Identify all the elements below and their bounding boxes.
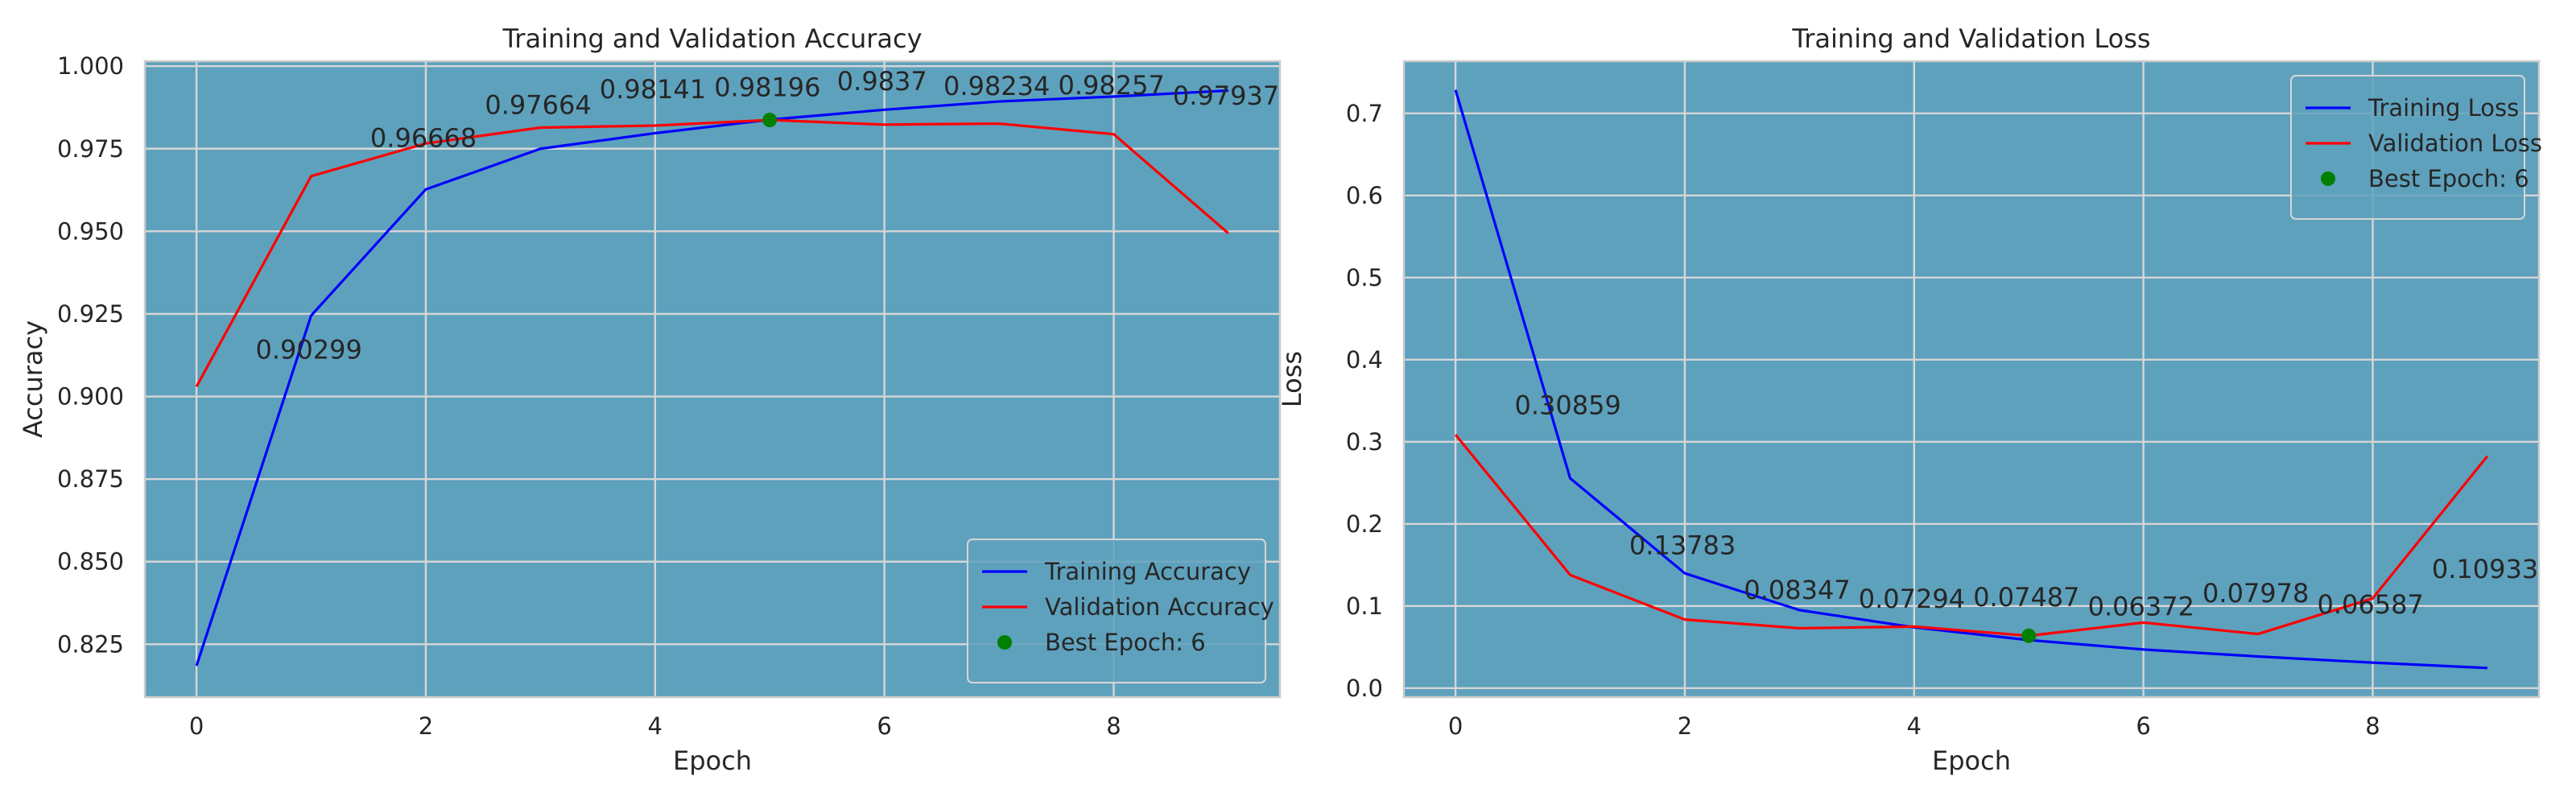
legend-training-label: Training Loss — [2368, 94, 2519, 122]
value-annotation: 0.07294 — [1859, 584, 1965, 614]
legend-best-epoch-marker — [2321, 171, 2335, 186]
y-tick-label: 0.5 — [1346, 264, 1383, 291]
x-tick-label: 2 — [1678, 712, 1692, 740]
plot-frame — [1402, 60, 2541, 699]
value-annotation: 0.97937 — [1173, 80, 1279, 111]
y-tick-label: 0.950 — [57, 217, 124, 245]
accuracy-chart: 0 2 4 6 8 0.825 0.850 0.875 0.900 0.925 0.950 0.975… — [18, 23, 1282, 776]
value-annotation: 0.08347 — [1744, 575, 1850, 605]
training-series-line — [1454, 89, 2487, 670]
validation-series-line — [1454, 433, 2489, 638]
training-series-line — [195, 89, 1228, 667]
value-annotation: 0.97664 — [485, 90, 591, 121]
value-annotation: 0.98196 — [714, 72, 820, 103]
best-epoch-point — [762, 113, 778, 128]
legend-validation-label: Validation Loss — [2368, 130, 2542, 157]
y-tick-label: 1.000 — [57, 52, 124, 80]
value-annotation: 0.98257 — [1058, 70, 1164, 101]
loss-chart: 0 2 4 6 8 0.0 0.1 0.2 0.3 0.4 0.5 0.6 0.7 Training an… — [1277, 23, 2542, 776]
x-tick-label: 4 — [648, 712, 663, 740]
value-annotation: 0.10933 — [2432, 554, 2538, 584]
chart-title: Training and Validation Loss — [1791, 23, 2150, 54]
x-tick-label: 0 — [1448, 712, 1463, 740]
y-tick-label: 0.3 — [1346, 428, 1383, 456]
y-tick-label: 0.825 — [57, 630, 124, 658]
value-annotation: 0.98141 — [600, 74, 706, 105]
y-tick-label: 0.875 — [57, 465, 124, 493]
value-annotation: 0.96668 — [370, 123, 477, 154]
y-tick-label: 0.900 — [57, 383, 124, 411]
plot-frame — [143, 60, 1282, 699]
y-axis-label: Accuracy — [18, 320, 48, 438]
y-tick-label: 0.6 — [1346, 182, 1383, 209]
x-tick-label: 2 — [419, 712, 433, 740]
y-axis-label: Loss — [1277, 351, 1307, 407]
value-annotation: 0.13783 — [1629, 530, 1736, 561]
legend: Training Loss Validation Loss Best Epoch: … — [2290, 75, 2542, 220]
x-axis-label: Epoch — [673, 745, 752, 776]
x-tick-label: 8 — [2365, 712, 2380, 740]
value-annotation: 0.90299 — [256, 334, 362, 365]
legend-box — [967, 539, 1266, 683]
value-annotation: 0.07487 — [1973, 582, 2079, 613]
y-tick-label: 0.2 — [1346, 510, 1383, 538]
plot-marks — [1454, 89, 2489, 670]
y-tick-label: 0.1 — [1346, 592, 1383, 620]
value-annotation: 0.07978 — [2202, 578, 2309, 609]
value-annotation: 0.30859 — [1515, 390, 1621, 421]
legend-training-label: Training Accuracy — [1044, 558, 1251, 585]
legend-best-epoch-label: Best Epoch: 6 — [1045, 629, 1206, 656]
x-tick-label: 4 — [1907, 712, 1922, 740]
x-axis-label: Epoch — [1932, 745, 2011, 776]
best-epoch-point — [2021, 628, 2037, 643]
value-annotation: 0.98234 — [943, 71, 1050, 101]
legend-box — [2290, 75, 2525, 220]
y-tick-label: 0.0 — [1346, 675, 1383, 702]
x-tick-label: 6 — [877, 712, 891, 740]
x-tick-label: 8 — [1106, 712, 1121, 740]
y-tick-label: 0.7 — [1346, 100, 1383, 127]
validation-series-line — [195, 118, 1229, 387]
x-tick-label: 0 — [189, 712, 204, 740]
legend-best-epoch-label: Best Epoch: 6 — [2368, 165, 2529, 192]
chart-title: Training and Validation Accuracy — [502, 23, 922, 54]
plot-marks — [195, 89, 1229, 667]
value-annotation: 0.9837 — [837, 66, 927, 97]
y-tick-label: 0.975 — [57, 135, 124, 163]
legend-best-epoch-marker — [997, 635, 1012, 650]
legend-validation-label: Validation Accuracy — [1045, 593, 1274, 621]
value-annotation: 0.06587 — [2317, 589, 2423, 620]
value-annotation: 0.06372 — [2088, 591, 2194, 621]
legend: Training Accuracy Validation Accuracy Best… — [967, 539, 1274, 683]
y-tick-label: 0.850 — [57, 548, 124, 576]
y-tick-label: 0.925 — [57, 300, 124, 328]
x-tick-label: 6 — [2136, 712, 2150, 740]
y-tick-label: 0.4 — [1346, 346, 1383, 374]
